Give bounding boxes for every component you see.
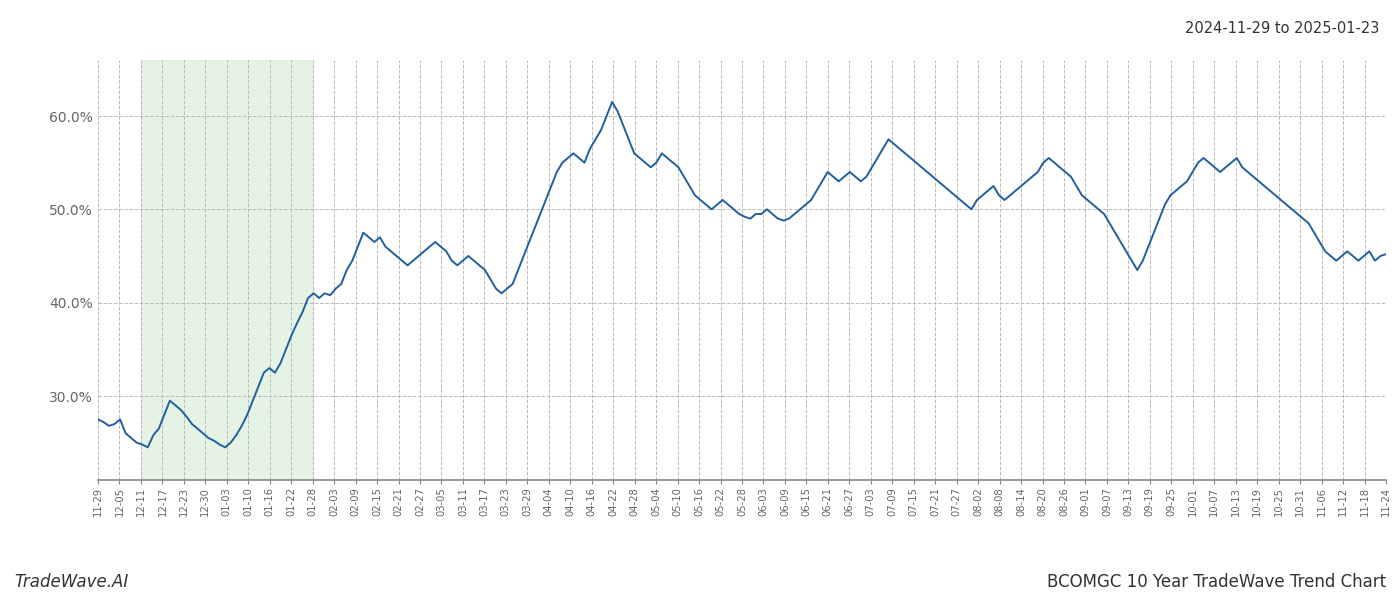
Text: BCOMGC 10 Year TradeWave Trend Chart: BCOMGC 10 Year TradeWave Trend Chart (1047, 573, 1386, 591)
Text: 2024-11-29 to 2025-01-23: 2024-11-29 to 2025-01-23 (1184, 21, 1379, 36)
Text: TradeWave.AI: TradeWave.AI (14, 573, 129, 591)
Bar (141, 60, 312, 480)
